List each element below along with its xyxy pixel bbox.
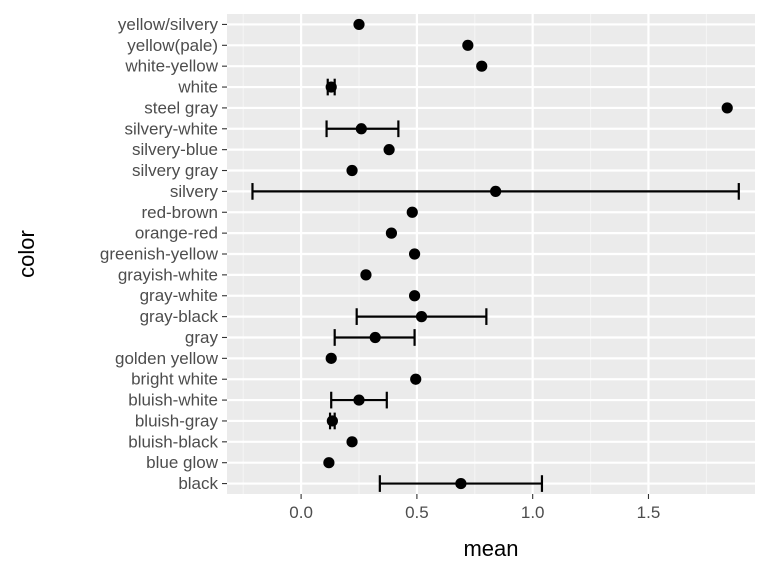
y-tick-label: orange-red xyxy=(135,224,218,243)
data-point xyxy=(325,352,337,364)
data-point xyxy=(462,39,474,51)
y-tick-label: gray xyxy=(185,328,219,347)
data-point xyxy=(346,436,358,448)
data-point xyxy=(346,164,358,177)
y-tick-label: bluish-gray xyxy=(135,411,219,430)
data-point xyxy=(360,269,372,281)
y-axis-title: color xyxy=(14,230,39,278)
x-tick-label: 1.0 xyxy=(521,503,545,522)
y-tick-label: bright white xyxy=(131,370,218,389)
data-point xyxy=(323,457,335,469)
data-point xyxy=(455,477,467,490)
y-tick-label: bluish-black xyxy=(128,432,218,451)
data-point xyxy=(325,81,337,93)
data-point xyxy=(410,373,422,385)
y-tick-label: silvery-white xyxy=(124,119,218,138)
y-tick-label: silvery xyxy=(170,182,219,201)
y-axis: black blue glow bluish-black bluish-grayblu… xyxy=(100,15,227,493)
x-tick-label: 0.0 xyxy=(289,503,313,522)
y-tick-label: black xyxy=(178,474,218,493)
y-tick-label: blue glow xyxy=(146,453,219,472)
y-tick-label: silvery-blue xyxy=(132,140,218,159)
data-point xyxy=(476,60,488,72)
x-axis-title: mean xyxy=(463,536,518,561)
grid-lines xyxy=(227,14,755,494)
x-tick-label: 0.5 xyxy=(405,503,429,522)
data-point xyxy=(385,227,398,239)
y-tick-label: white xyxy=(177,78,218,97)
data-point xyxy=(721,102,733,114)
data-point xyxy=(353,18,365,31)
x-axis: 0.0 0.5 1.0 1.5 xyxy=(289,494,660,522)
y-tick-label: greenish-yellow xyxy=(100,245,219,264)
y-tick-label: red-brown xyxy=(141,203,218,222)
y-tick-label: yellow(pale) xyxy=(127,36,218,55)
data-point xyxy=(408,248,421,260)
y-tick-label: yellow/silvery xyxy=(118,15,219,34)
data-point xyxy=(383,144,395,156)
y-tick-label: grayish-white xyxy=(118,265,218,284)
y-tick-label: steel gray xyxy=(144,98,218,117)
y-tick-label: gray-black xyxy=(140,307,219,326)
x-tick-label: 1.5 xyxy=(637,503,661,522)
y-tick-label: bluish-white xyxy=(128,391,218,410)
data-point xyxy=(490,185,502,197)
data-point xyxy=(415,311,428,323)
points xyxy=(323,18,733,490)
y-tick-label: golden yellow xyxy=(115,349,219,368)
data-point xyxy=(408,290,421,302)
data-point xyxy=(369,331,381,344)
y-tick-label: silvery gray xyxy=(132,161,218,180)
y-tick-label: gray-white xyxy=(140,286,218,305)
data-point xyxy=(353,394,365,406)
data-point xyxy=(355,123,367,135)
data-point xyxy=(326,415,338,427)
data-point xyxy=(406,206,418,218)
y-tick-label: white-yellow xyxy=(124,57,218,76)
